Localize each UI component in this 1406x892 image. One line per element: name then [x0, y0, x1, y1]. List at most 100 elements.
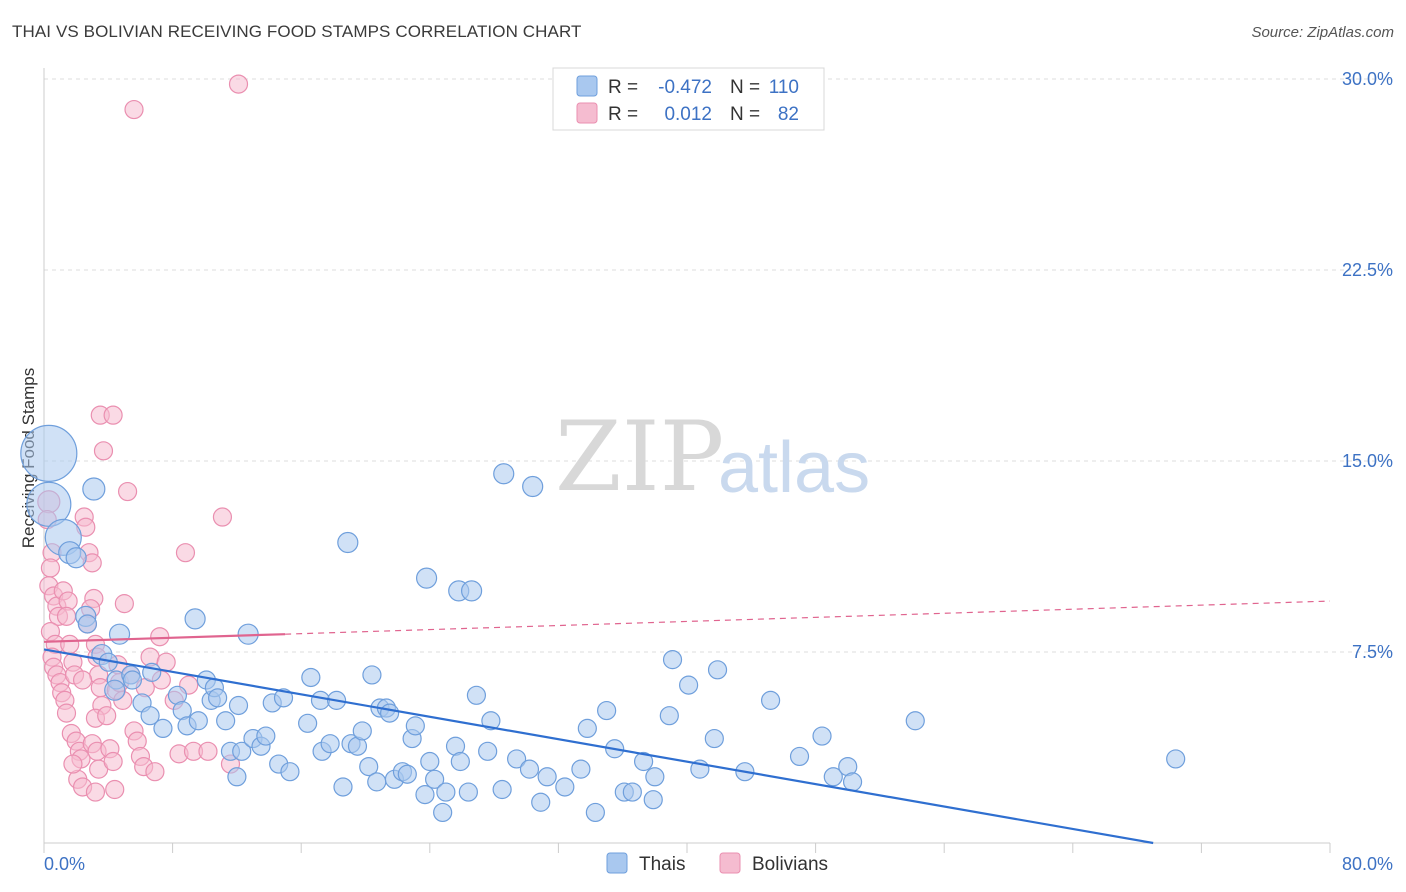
thai-point-35: [216, 711, 236, 731]
thai-point-26: [153, 718, 173, 739]
legend-swatch-bolivians: [576, 102, 598, 124]
correlation-legend: R = -0.472 N = 110 R = 0.012 N = 82: [552, 67, 825, 131]
bolivian-point-80: [63, 754, 83, 774]
thai-point-91: [622, 782, 642, 802]
bolivian-point-16: [56, 703, 77, 723]
thai-point-69: [420, 751, 440, 772]
thai-point-67: [405, 716, 425, 736]
y-tick-label-2: 22.5%: [1342, 260, 1393, 280]
thai-point-51: [320, 734, 340, 754]
bolivian-point-66: [145, 762, 165, 782]
thai-point-30: [188, 711, 208, 731]
trend-lines: [43, 600, 1331, 845]
chart-title: THAI VS BOLIVIAN RECEIVING FOOD STAMPS C…: [12, 22, 582, 41]
bolivian-point-45: [85, 782, 106, 802]
thai-point-37: [227, 767, 247, 787]
bolivian-point-20: [60, 634, 80, 654]
legend-r-label-bolivians: R =: [608, 104, 638, 125]
bolivian-point-50: [103, 751, 123, 772]
bolivian-point-81: [72, 670, 93, 690]
watermark-zip: ZIP: [555, 401, 724, 513]
thai-point-38: [228, 695, 249, 716]
thai-point-78: [481, 711, 501, 731]
bolivian-point-48: [97, 706, 117, 726]
thai-point-39: [232, 741, 252, 761]
thai-point-14: [460, 580, 483, 602]
thai-point-108: [905, 711, 925, 731]
bolivian-point-72: [175, 543, 196, 563]
thai-point-8: [108, 623, 131, 645]
thai-point-99: [704, 728, 724, 749]
bolivian-point-57: [117, 481, 138, 502]
thai-point-86: [577, 718, 597, 739]
thai-point-97: [679, 675, 699, 695]
legend-r-value-thais: -0.472: [658, 77, 712, 98]
thai-trend-line: [43, 648, 1154, 845]
thai-point-42: [256, 726, 276, 746]
thai-point-82: [531, 792, 551, 812]
thai-point-70: [425, 769, 445, 789]
legend-n-value-thais: 110: [769, 77, 799, 98]
legend-n-label-bolivians: N =: [730, 104, 760, 125]
y-tick-label-1: 15.0%: [1342, 451, 1393, 471]
bolivian-point-67: [150, 627, 170, 647]
thai-point-79: [492, 779, 512, 800]
thai-point-75: [458, 782, 478, 802]
thai-point-56: [352, 721, 372, 741]
legend-n-value-bolivians: 82: [778, 104, 799, 125]
thai-point-53: [333, 777, 353, 797]
thai-point-59: [367, 772, 387, 792]
thai-point-102: [760, 690, 781, 710]
bolivian-point-75: [198, 741, 218, 761]
thai-point-57: [359, 756, 379, 777]
thai-point-16: [522, 475, 544, 498]
bolivian-trend-line: [43, 633, 286, 643]
thai-point-104: [812, 726, 832, 746]
bolivian-point-76: [212, 507, 233, 527]
bolivian-point-58: [114, 594, 134, 614]
legend-swatch-thais: [576, 75, 598, 97]
bottom-legend-thais: Thais: [639, 854, 685, 875]
bolivian-trend-extension: [285, 600, 1331, 635]
thai-point-34: [208, 688, 228, 708]
bolivian-point-56: [103, 405, 123, 425]
thai-point-76: [466, 685, 487, 705]
thai-point-94: [645, 767, 665, 787]
thai-point-9: [184, 608, 206, 630]
thai-point-47: [298, 713, 318, 733]
bolivian-point-51: [105, 779, 125, 800]
thai-point-62: [380, 703, 400, 723]
bolivian-point-19: [56, 606, 77, 626]
bolivian-point-3: [40, 558, 61, 578]
watermark-atlas: atlas: [718, 428, 870, 508]
thai-point-109: [1166, 749, 1186, 769]
y-tick-label-0: 7.5%: [1352, 642, 1393, 662]
thai-point-87: [585, 802, 605, 823]
legend-box: [552, 67, 825, 131]
watermark: ZIP atlas: [555, 401, 870, 513]
thai-point-100: [707, 660, 728, 680]
thai-point-103: [789, 746, 810, 767]
thai-point-7: [77, 614, 98, 634]
thai-point-15: [493, 463, 515, 485]
thai-point-48: [301, 667, 321, 688]
thai-point-95: [659, 706, 679, 726]
thai-point-96: [662, 650, 683, 670]
thai-point-71: [433, 802, 453, 823]
thai-point-105: [823, 767, 843, 787]
thai-point-68: [415, 785, 435, 805]
thai-point-93: [643, 790, 663, 810]
thai-point-74: [450, 751, 470, 772]
thai-point-45: [273, 688, 294, 708]
thai-point-77: [478, 741, 498, 761]
thai-point-3: [82, 477, 106, 501]
bottom-legend-swatch-bolivians: [719, 852, 741, 874]
bolivian-point-79: [124, 99, 144, 120]
bolivian-point-47: [93, 441, 114, 461]
source-label: Source: ZipAtlas.com: [1251, 24, 1394, 41]
x-tick-label-min: 0.0%: [44, 854, 85, 874]
thai-point-49: [310, 690, 331, 710]
legend-n-label-thais: N =: [730, 77, 760, 98]
y-tick-label-3: 30.0%: [1342, 69, 1393, 89]
